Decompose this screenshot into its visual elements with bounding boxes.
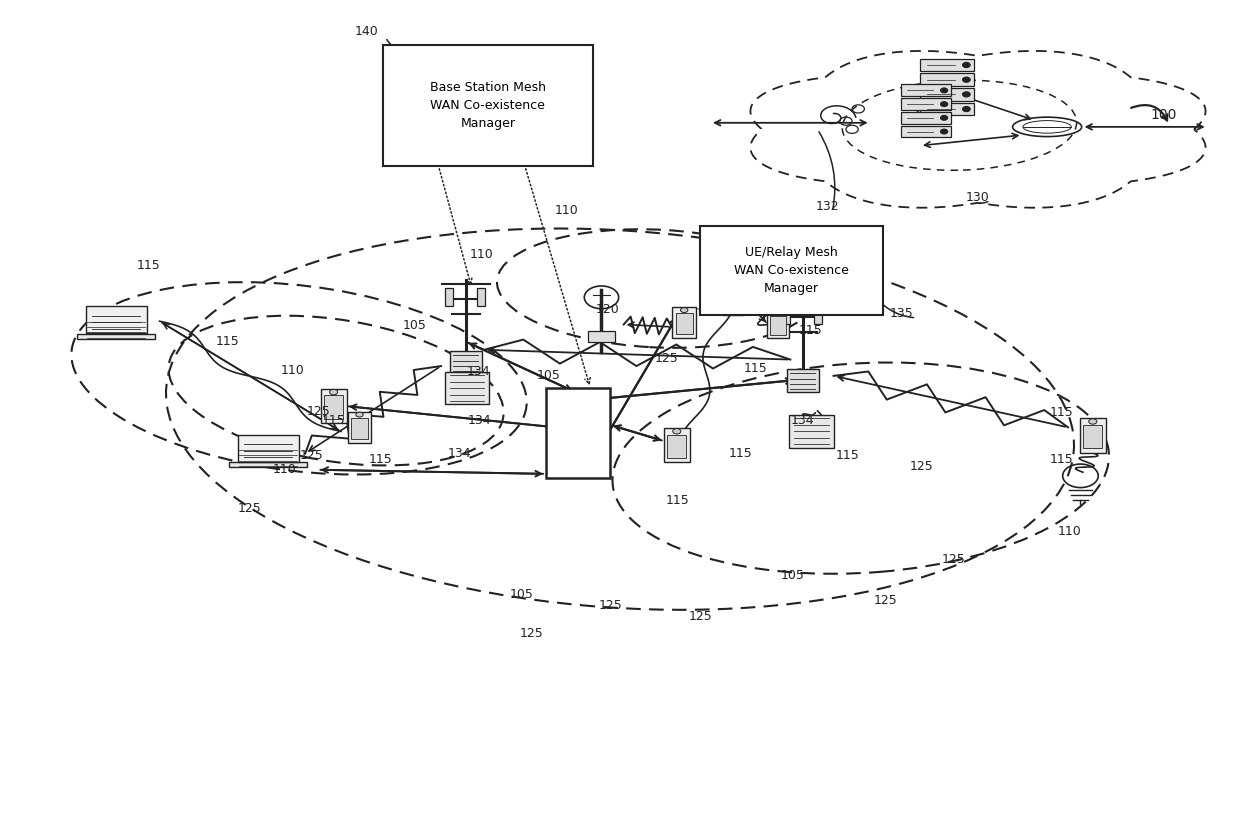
- Text: 110: 110: [470, 247, 494, 261]
- Circle shape: [330, 390, 337, 395]
- Text: 120: 120: [595, 303, 620, 316]
- Bar: [383, 45, 593, 166]
- Bar: [920, 103, 973, 115]
- Bar: [901, 126, 951, 137]
- Text: 115: 115: [744, 362, 768, 375]
- Text: 134: 134: [466, 365, 490, 378]
- Bar: [546, 388, 610, 478]
- Text: 125: 125: [688, 610, 712, 623]
- Bar: [901, 85, 951, 96]
- Bar: [920, 73, 973, 86]
- Bar: [789, 415, 833, 448]
- Circle shape: [962, 77, 970, 82]
- Bar: [725, 292, 742, 311]
- Text: 125: 125: [941, 553, 965, 566]
- Bar: [1080, 418, 1106, 453]
- Text: 115: 115: [729, 447, 753, 460]
- Circle shape: [681, 307, 688, 312]
- Text: 115: 115: [136, 259, 160, 272]
- Bar: [770, 316, 786, 335]
- Text: 105: 105: [781, 570, 805, 583]
- Text: 130: 130: [966, 191, 990, 204]
- Circle shape: [962, 62, 970, 67]
- Circle shape: [941, 116, 947, 120]
- Bar: [667, 435, 686, 458]
- Text: 110: 110: [556, 205, 579, 218]
- Bar: [787, 368, 818, 392]
- Text: 132: 132: [816, 201, 839, 214]
- Bar: [351, 418, 368, 439]
- Bar: [445, 372, 489, 404]
- Bar: [321, 389, 347, 423]
- Text: 125: 125: [238, 502, 262, 515]
- Bar: [701, 227, 883, 315]
- Circle shape: [941, 88, 947, 93]
- Text: 105: 105: [510, 589, 533, 601]
- Text: 110: 110: [1058, 525, 1081, 538]
- Bar: [1084, 425, 1102, 448]
- Bar: [77, 334, 155, 339]
- Bar: [672, 307, 696, 339]
- Bar: [229, 462, 308, 467]
- Bar: [782, 306, 790, 325]
- Circle shape: [730, 287, 737, 292]
- Bar: [768, 311, 789, 339]
- Bar: [347, 412, 372, 443]
- Circle shape: [673, 428, 681, 434]
- Bar: [920, 88, 973, 101]
- Text: 125: 125: [520, 626, 543, 640]
- Bar: [723, 287, 744, 315]
- Text: 115: 115: [836, 450, 859, 463]
- Bar: [324, 395, 343, 418]
- Bar: [901, 112, 951, 124]
- Circle shape: [962, 92, 970, 97]
- Bar: [588, 330, 615, 343]
- Circle shape: [941, 102, 947, 106]
- Text: 115: 115: [799, 325, 822, 338]
- Bar: [86, 307, 146, 334]
- Text: 105: 105: [403, 319, 427, 332]
- Text: 115: 115: [666, 494, 689, 507]
- Bar: [920, 58, 973, 72]
- Text: 134: 134: [467, 414, 491, 427]
- Text: 110: 110: [273, 464, 296, 476]
- Text: 125: 125: [873, 594, 898, 607]
- Circle shape: [1089, 418, 1097, 424]
- Text: 115: 115: [321, 414, 346, 427]
- Bar: [901, 98, 951, 110]
- Bar: [663, 428, 689, 462]
- Circle shape: [775, 311, 781, 315]
- Bar: [676, 313, 693, 335]
- Text: 125: 125: [655, 353, 678, 365]
- Text: 125: 125: [308, 404, 331, 418]
- Bar: [445, 289, 454, 307]
- Text: 115: 115: [216, 335, 239, 348]
- Text: 100: 100: [1149, 109, 1177, 122]
- Text: UE/Relay Mesh
WAN Co-existence
Manager: UE/Relay Mesh WAN Co-existence Manager: [734, 246, 849, 295]
- Circle shape: [356, 412, 363, 417]
- Text: 134: 134: [448, 447, 471, 460]
- Text: 115: 115: [1050, 454, 1074, 467]
- Text: Base Station Mesh
WAN Co-existence
Manager: Base Station Mesh WAN Co-existence Manag…: [430, 81, 546, 130]
- Bar: [477, 289, 485, 307]
- Text: 135: 135: [889, 307, 914, 320]
- Text: 125: 125: [300, 450, 324, 463]
- Text: 110: 110: [281, 363, 305, 376]
- Bar: [813, 306, 822, 325]
- Text: 140: 140: [355, 25, 378, 38]
- Circle shape: [962, 107, 970, 112]
- Circle shape: [941, 129, 947, 134]
- Text: 125: 125: [598, 598, 622, 612]
- Text: 115: 115: [1050, 406, 1074, 419]
- Bar: [238, 435, 299, 462]
- Bar: [450, 351, 481, 374]
- Text: 125: 125: [909, 460, 932, 473]
- Text: 134: 134: [791, 414, 815, 427]
- Text: 105: 105: [537, 368, 560, 381]
- Text: 115: 115: [368, 454, 392, 467]
